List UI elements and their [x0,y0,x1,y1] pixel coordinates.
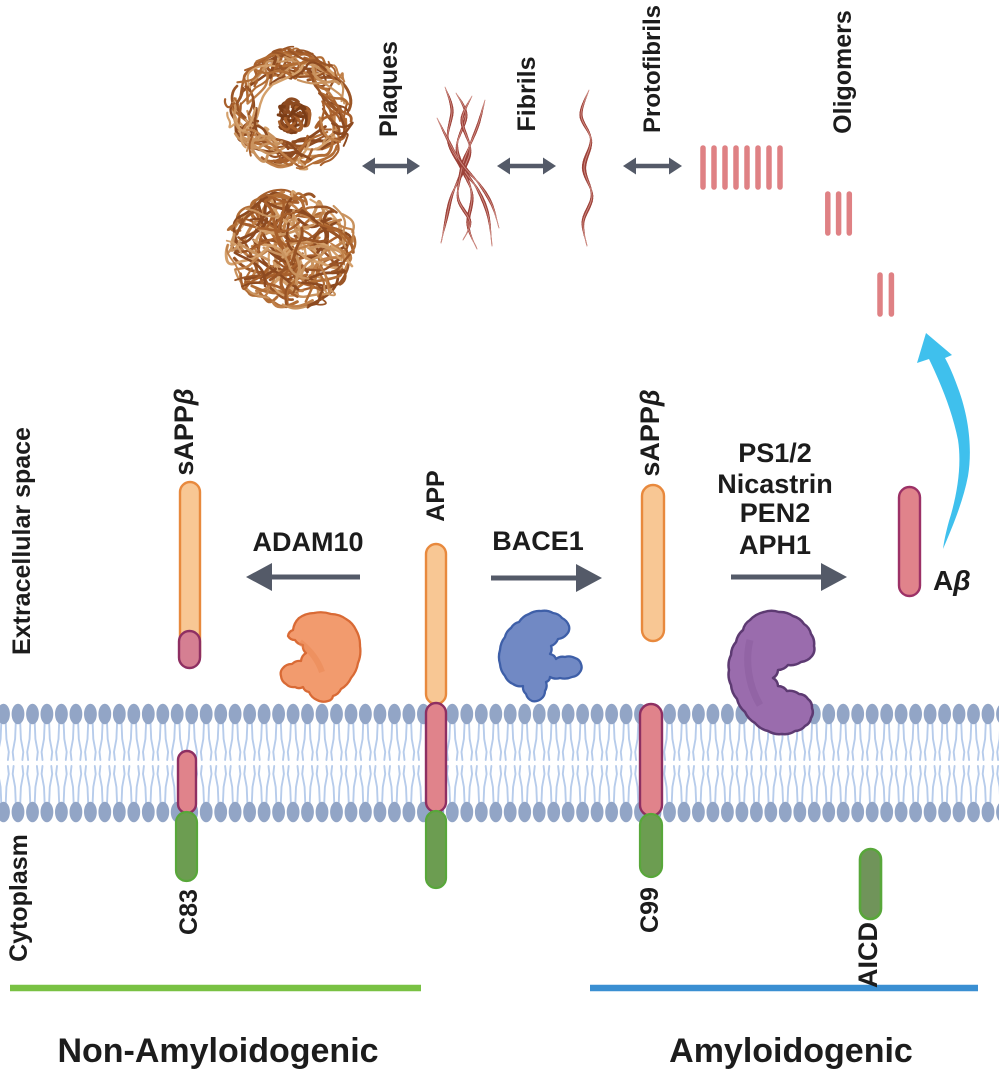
svg-text:sAPPβ: sAPPβ [635,389,665,476]
svg-text:PS1/2: PS1/2 [738,438,812,468]
svg-text:Amyloidogenic: Amyloidogenic [669,1032,913,1070]
svg-text:Plaques: Plaques [375,41,403,137]
svg-text:sAPPβ: sAPPβ [169,388,199,475]
svg-text:Protofibrils: Protofibrils [639,5,666,133]
svg-text:PEN2: PEN2 [740,498,811,528]
svg-text:BACE1: BACE1 [492,526,584,556]
svg-text:Nicastrin: Nicastrin [717,469,833,499]
svg-text:Aβ: Aβ [933,565,971,596]
svg-text:Extracellular space: Extracellular space [8,427,36,655]
svg-text:APH1: APH1 [739,530,811,560]
svg-text:ADAM10: ADAM10 [252,527,363,557]
svg-text:AICD: AICD [853,922,883,988]
svg-text:Fibrils: Fibrils [513,56,541,131]
svg-text:C83: C83 [175,889,203,935]
svg-text:APP: APP [422,470,450,521]
svg-text:C99: C99 [636,887,664,933]
svg-text:Non-Amyloidogenic: Non-Amyloidogenic [57,1032,378,1070]
svg-text:Cytoplasm: Cytoplasm [5,834,33,962]
svg-text:Oligomers: Oligomers [829,10,857,134]
